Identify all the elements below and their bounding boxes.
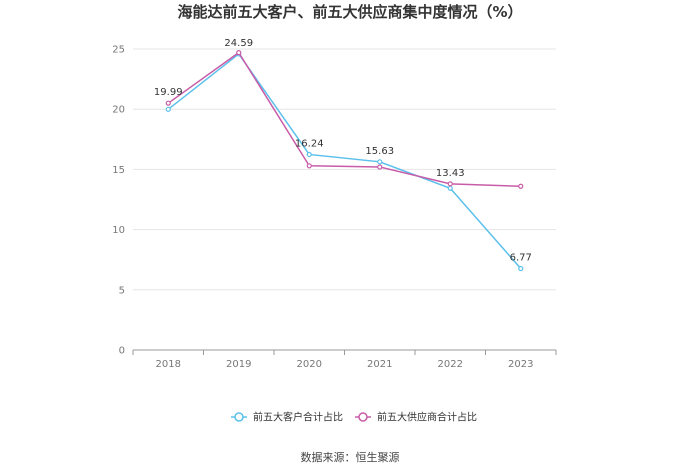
legend-item-suppliers[interactable]: 前五大供应商合计占比 — [355, 411, 477, 424]
series-suppliers — [165, 50, 524, 189]
legend[interactable]: 前五大客户合计占比 前五大供应商合计占比 — [231, 411, 477, 424]
data-label: 15.63 — [365, 146, 394, 157]
data-point[interactable] — [236, 50, 242, 56]
legend-marker-icon — [358, 412, 368, 422]
y-tick-label: 20 — [112, 105, 125, 116]
data-point[interactable] — [377, 164, 383, 170]
legend-item-customers[interactable]: 前五大客户合计占比 — [231, 411, 343, 424]
y-tick-label: 5 — [119, 285, 125, 296]
source-note: 数据来源：恒生聚源 — [301, 450, 400, 464]
legend-marker-icon — [234, 412, 244, 422]
series-line — [167, 52, 522, 269]
data-label: 6.77 — [510, 252, 532, 263]
grid — [133, 48, 556, 291]
series-layer — [165, 50, 524, 272]
x-tick-label: 2023 — [508, 359, 533, 370]
data-labels: 24.59 16.24 15.63 6.77 19.99 13.43 — [154, 38, 532, 264]
legend-label: 前五大客户合计占比 — [253, 411, 343, 424]
data-label: 19.99 — [154, 87, 183, 98]
y-tick-label: 0 — [119, 346, 125, 357]
y-tick-label: 15 — [112, 165, 125, 176]
data-point[interactable] — [165, 100, 171, 106]
data-point[interactable] — [518, 265, 524, 272]
y-tick-label: 10 — [112, 225, 125, 236]
x-tick-label: 2019 — [226, 359, 251, 370]
data-point[interactable] — [447, 181, 453, 187]
x-tick-label: 2020 — [297, 359, 322, 370]
series-customers — [165, 51, 524, 272]
data-point[interactable] — [165, 106, 171, 112]
chart-title: 海能达前五大客户、前五大供应商集中度情况（%） — [177, 3, 522, 21]
x-tick-label: 2022 — [438, 359, 463, 370]
data-point[interactable] — [518, 183, 524, 189]
data-point[interactable] — [306, 163, 312, 169]
series-line — [167, 51, 521, 188]
data-point[interactable] — [377, 159, 383, 165]
legend-label: 前五大供应商合计占比 — [377, 411, 477, 424]
x-tick-label: 2018 — [156, 359, 181, 370]
data-label: 16.24 — [295, 138, 324, 149]
x-tick-label: 2021 — [367, 359, 392, 370]
x-axis: 2018 2019 2020 2021 2022 2023 — [132, 349, 557, 370]
data-label: 13.43 — [436, 168, 465, 179]
data-point[interactable] — [447, 185, 453, 191]
y-axis: 0 5 10 15 20 25 — [112, 45, 125, 357]
data-label: 24.59 — [224, 38, 253, 49]
data-point[interactable] — [306, 151, 312, 158]
y-tick-label: 25 — [112, 45, 125, 56]
